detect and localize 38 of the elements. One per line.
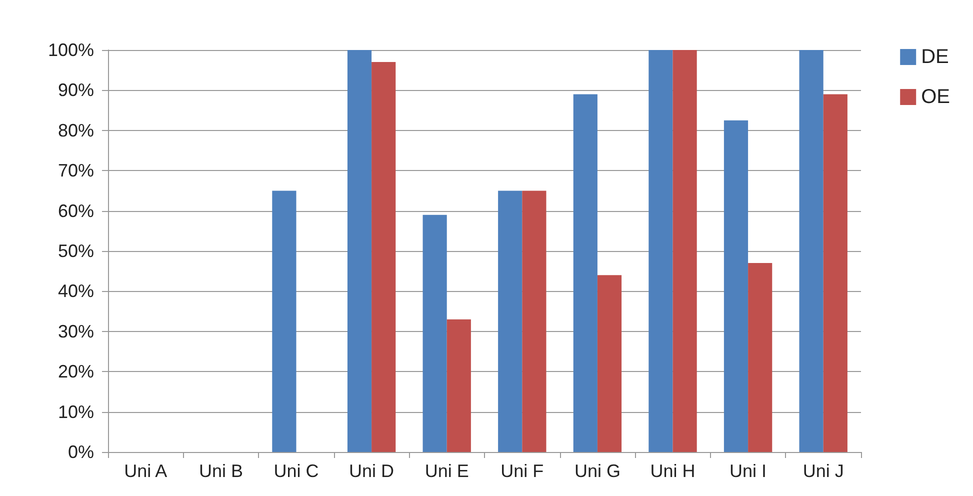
bar	[446, 319, 471, 452]
y-tick-label: 30%	[58, 321, 94, 342]
x-tick-label: Uni F	[500, 461, 544, 481]
x-tick-label: Uni C	[274, 461, 319, 481]
y-tick-label: 20%	[58, 362, 94, 382]
x-tick-label: Uni E	[424, 461, 469, 481]
bar	[597, 275, 622, 452]
y-tick-label: 60%	[58, 200, 94, 221]
x-tick-label: Uni J	[802, 461, 844, 481]
x-tick-label: Uni D	[349, 461, 394, 481]
bar	[823, 94, 848, 452]
bar	[422, 214, 447, 452]
y-tick-label: 90%	[58, 80, 94, 100]
y-tick-label: 70%	[58, 160, 94, 181]
bar	[372, 62, 396, 452]
bar	[347, 50, 372, 452]
bar	[498, 190, 522, 452]
legend-label: OE	[921, 86, 950, 108]
y-tick-label: 80%	[58, 120, 94, 140]
bar	[522, 190, 546, 452]
x-tick-label: Uni H	[650, 461, 696, 481]
bar	[724, 120, 748, 452]
legend-label: DE	[921, 46, 949, 68]
bar	[648, 50, 673, 452]
x-tick-label: Uni B	[198, 461, 243, 481]
x-tick-label: Uni I	[730, 461, 767, 481]
bar	[672, 50, 697, 452]
bar	[573, 94, 598, 452]
bar	[272, 190, 296, 452]
x-tick-label: Uni G	[574, 461, 620, 481]
x-tick-label: Uni A	[124, 461, 168, 481]
y-tick-label: 50%	[58, 241, 94, 261]
y-tick-label: 10%	[58, 402, 94, 422]
y-tick-label: 40%	[58, 281, 94, 302]
bar	[748, 263, 772, 452]
y-tick-label: 0%	[68, 442, 94, 462]
bar	[799, 50, 824, 452]
y-tick-label: 100%	[48, 40, 94, 60]
